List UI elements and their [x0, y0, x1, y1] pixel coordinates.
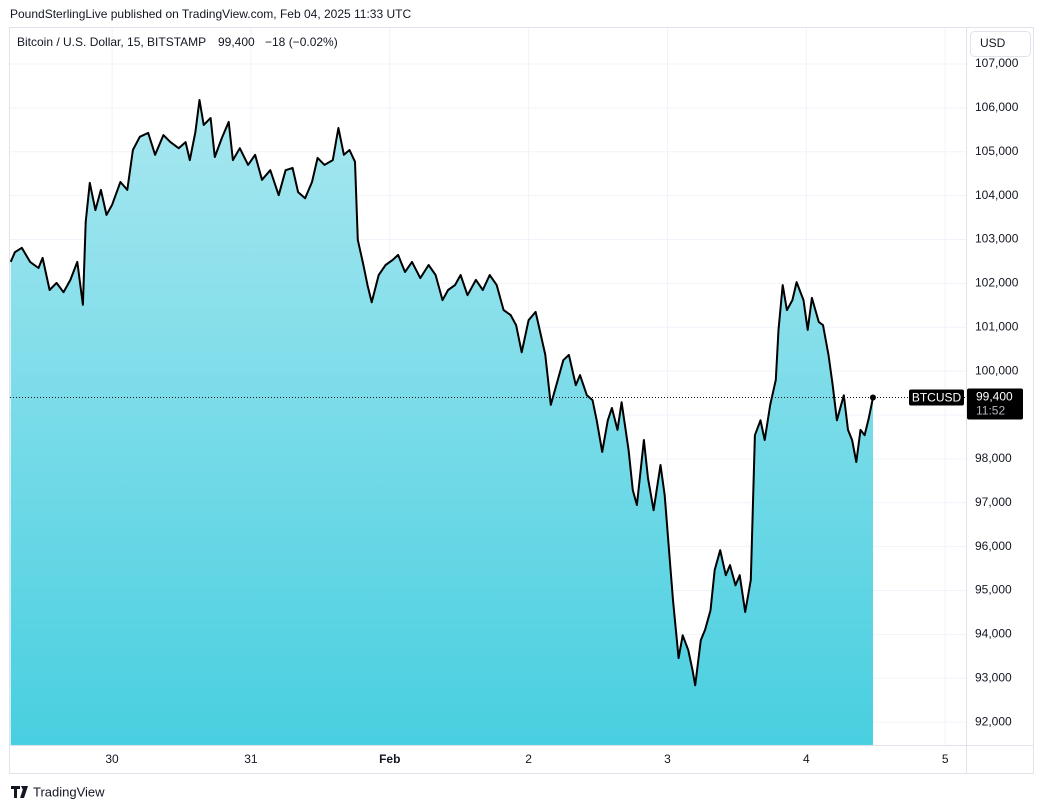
series-tag	[909, 389, 964, 406]
currency-button[interactable]	[970, 31, 1031, 57]
price-tag-label: 99,400	[976, 390, 1013, 404]
axes: 92,000 93,000 94,000 95,000 96,000 97,000 98,0…	[105, 56, 1018, 766]
y-tick-label: 95,000	[975, 583, 1012, 597]
x-tick-label: 31	[244, 752, 258, 766]
price-line	[10, 99, 874, 687]
x-tick-label: 2	[525, 752, 532, 766]
y-tick-label: 103,000	[975, 232, 1019, 246]
y-tick-label: 106,000	[975, 100, 1019, 114]
symbol: Bitcoin / U.S. Dollar, 15, BITSTAMP	[17, 35, 206, 49]
brand-name: TradingView	[33, 784, 105, 799]
plot	[10, 99, 874, 745]
y-tick-label: 100,000	[975, 363, 1019, 377]
y-tick-label: 105,000	[975, 144, 1019, 158]
y-tick-label: 94,000	[975, 627, 1012, 641]
price-tag	[967, 388, 1023, 420]
y-tick-label: 102,000	[975, 276, 1019, 290]
y-tick-label: 96,000	[975, 539, 1012, 553]
x-tick-label: 5	[942, 752, 949, 766]
y-tick-label: 98,000	[975, 451, 1012, 465]
y-tick-label: 93,000	[975, 670, 1012, 684]
legend: Bitcoin / U.S. Dollar, 15, BITSTAMP 99,4…	[17, 35, 338, 49]
y-tick-label: 92,000	[975, 714, 1012, 728]
x-tick-label: 30	[105, 752, 119, 766]
x-tick-label: 3	[664, 752, 671, 766]
frame	[9, 27, 1034, 774]
series-tag-label: BTCUSD	[912, 391, 962, 405]
header: PoundSterlingLive published on TradingVi…	[10, 7, 411, 21]
last-point	[869, 394, 876, 401]
y-tick-label: 97,000	[975, 495, 1012, 509]
y-tick-label: 101,000	[975, 319, 1019, 333]
legend-price: 99,400	[218, 35, 255, 49]
currency[interactable]: USD	[980, 36, 1006, 50]
y-tick-label: 104,000	[975, 188, 1019, 202]
brand-logo	[11, 786, 28, 798]
x-tick-label: 4	[803, 752, 810, 766]
brand: TradingView	[11, 784, 105, 799]
y-tick-label: 107,000	[975, 56, 1019, 70]
area-fill	[10, 100, 873, 745]
x-tick-label: Feb	[379, 752, 400, 766]
countdown: 11:52	[976, 404, 1005, 418]
legend-change: −18 (−0.02%)	[265, 35, 338, 49]
